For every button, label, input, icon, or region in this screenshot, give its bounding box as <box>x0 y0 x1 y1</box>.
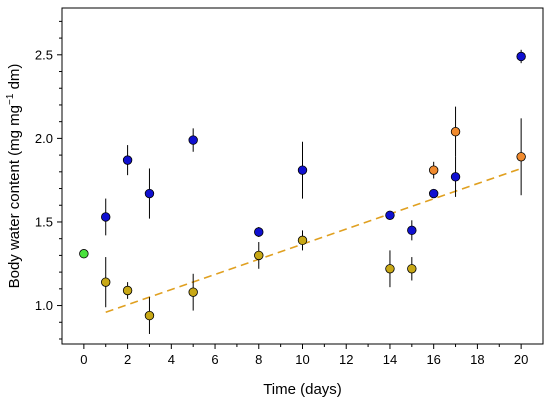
data-point <box>254 227 264 237</box>
x-tick-label: 18 <box>470 352 484 367</box>
data-point <box>144 188 155 199</box>
data-point <box>450 127 461 137</box>
data-point <box>407 225 417 236</box>
x-tick-label: 16 <box>426 352 440 367</box>
x-tick-label: 20 <box>514 352 528 367</box>
data-point <box>516 51 526 62</box>
data-point <box>144 310 155 321</box>
x-axis-title: Time (days) <box>263 381 342 398</box>
data-point <box>188 135 198 145</box>
x-tick-label: 10 <box>295 352 309 367</box>
data-point <box>428 165 439 175</box>
data-point <box>516 152 526 162</box>
y-tick-label: 1.5 <box>35 214 53 229</box>
data-point <box>122 155 133 165</box>
x-tick-label: 12 <box>339 352 353 367</box>
data-point <box>101 277 111 287</box>
y-axis-title-tail: dm) <box>6 64 23 94</box>
x-tick-label: 0 <box>80 352 87 367</box>
x-tick-label: 14 <box>383 352 397 367</box>
data-point <box>407 264 417 274</box>
y-tick-label: 2.0 <box>35 131 53 146</box>
axis-ticks: 0 2 4 6 8 10 12 14 16 18 20 1.0 1.5 2.0 2.5 <box>35 20 528 367</box>
data-point <box>101 212 111 222</box>
y-axis-title-sup: −1 <box>5 93 16 105</box>
data-point <box>385 210 395 220</box>
x-tick-label: 4 <box>168 352 175 367</box>
data-point <box>79 249 89 259</box>
y-axis-title: Body water content (mg mg−1 dm) <box>5 64 23 289</box>
trendline <box>105 167 522 313</box>
data-point <box>428 188 439 199</box>
data-point <box>254 250 264 261</box>
x-tick-label: 6 <box>211 352 218 367</box>
y-tick-label: 2.5 <box>35 47 53 62</box>
points-layer <box>79 49 526 334</box>
data-point <box>385 264 395 274</box>
x-tick-label: 8 <box>255 352 262 367</box>
trendline-layer <box>105 167 522 313</box>
data-point <box>188 287 198 297</box>
data-point <box>122 285 133 296</box>
data-point <box>297 235 308 246</box>
data-point <box>297 165 308 175</box>
x-tick-label: 2 <box>124 352 131 367</box>
data-point <box>450 172 461 182</box>
y-axis-title-main: Body water content (mg mg <box>6 105 23 288</box>
y-tick-label: 1.0 <box>35 298 53 313</box>
